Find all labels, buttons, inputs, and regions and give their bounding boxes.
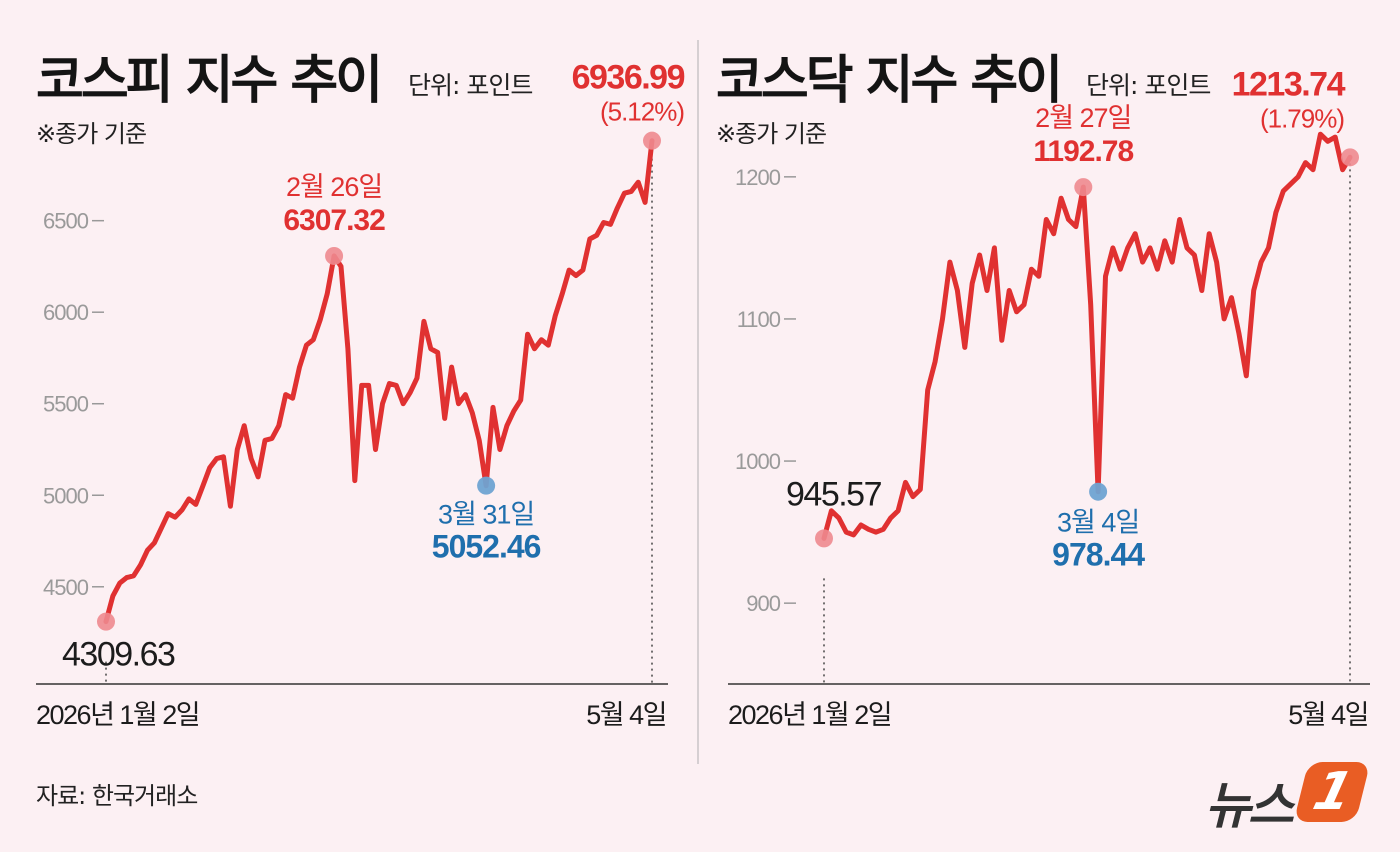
kospi-panel: 코스피 지수 추이 단위: 포인트 ※종가 기준 [0,0,696,780]
kospi-x-start-label: 2026년 1월 2일 [36,700,199,730]
kospi-high-date: 2월 26일 [286,172,382,202]
news1-logo: 뉴스 1 [1205,760,1375,835]
kospi-start-value: 4309.63 [62,636,175,674]
kospi-low-date: 3월 31일 [438,500,534,530]
kosdaq-x-start-label: 2026년 1월 2일 [728,700,891,730]
panel-divider [697,40,699,764]
kosdaq-end-value: 1213.74 [1232,65,1346,103]
kospi-ytick-label: 6500 [43,209,89,234]
kospi-unit: 단위: 포인트 [408,71,533,100]
kosdaq-unit: 단위: 포인트 [1086,71,1211,100]
kosdaq-high-value: 1192.78 [1033,135,1133,168]
kosdaq-panel: 코스닥 지수 추이 단위: 포인트 ※종가 기준 [700,0,1400,780]
kospi-low-marker [477,476,496,495]
kosdaq-series-line [821,131,1353,541]
kospi-series-line [103,138,655,625]
kosdaq-ytick-label: 1100 [737,307,781,332]
kospi-chart: 4500 5000 5500 6000 6500 4309.63 2월 26일6307.32… [36,59,686,730]
kosdaq-ytick-label: 1000 [735,449,781,474]
kosdaq-note: ※종가 기준 [716,120,827,148]
logo-badge-number: 1 [1307,762,1359,822]
kosdaq-ytick-label: 1200 [735,165,781,190]
kospi-low-value: 5052.46 [432,529,541,565]
kospi-title: 코스피 지수 추이 [36,51,383,111]
kospi-ytick-label: 5500 [43,392,89,417]
kospi-end-change: (5.12%) [600,97,684,127]
kospi-end-marker [643,131,661,150]
kospi-high-marker [325,246,344,265]
kospi-start-marker [97,612,115,631]
kosdaq-ytick-label: 900 [746,591,780,616]
kosdaq-end-marker [1341,148,1359,167]
kosdaq-title: 코스닥 지수 추이 [716,51,1063,111]
kosdaq-start-value: 945.57 [786,475,882,513]
kosdaq-start-marker [815,529,833,548]
kospi-high-value: 6307.32 [283,204,385,237]
kospi-note: ※종가 기준 [36,120,147,148]
kosdaq-x-end-label: 5월 4일 [1288,700,1368,730]
kospi-x-end-label: 5월 4일 [586,700,666,730]
kosdaq-high-date: 2월 27일 [1035,103,1131,133]
kospi-ytick-label: 4500 [43,575,89,600]
source-note: 자료: 한국거래소 [36,782,198,810]
logo-badge: 1 [1293,762,1371,822]
logo-text: 뉴스 [1205,777,1294,835]
kosdaq-low-date: 3월 4일 [1057,508,1139,538]
kosdaq-high-marker [1074,178,1093,197]
kosdaq-low-value: 978.44 [1052,537,1145,573]
kospi-ytick-label: 5000 [43,483,89,508]
kospi-ytick-label: 6000 [43,300,89,325]
kosdaq-low-marker [1089,482,1108,501]
kosdaq-end-change: (1.79%) [1260,103,1344,133]
kospi-end-value: 6936.99 [572,59,685,97]
